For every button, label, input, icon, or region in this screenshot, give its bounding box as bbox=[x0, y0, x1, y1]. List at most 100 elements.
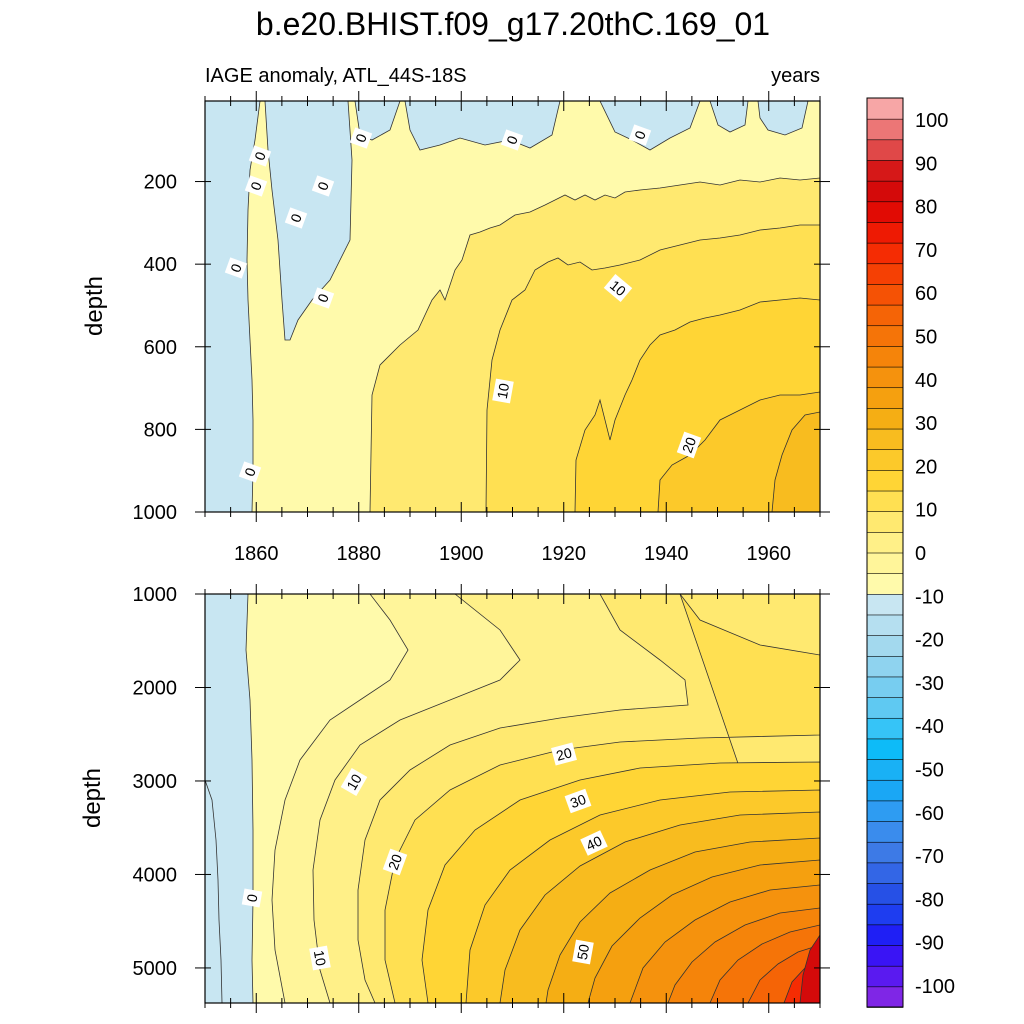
lower-field-neg-left bbox=[205, 594, 254, 1003]
colorbar-swatch bbox=[866, 655, 904, 678]
colorbar-frame bbox=[866, 97, 904, 1008]
colorbar-swatch bbox=[866, 469, 904, 492]
lower-contour-label: 50 bbox=[574, 943, 592, 961]
colorbar-swatch bbox=[866, 97, 904, 120]
lower-panel-plot: 0 10 10 20 20 30 40 50 bbox=[205, 594, 820, 1003]
colorbar-label: 20 bbox=[915, 456, 937, 478]
y-tick-label: 1000 bbox=[133, 584, 178, 606]
colorbar-label: -90 bbox=[915, 933, 944, 955]
colorbar-swatch bbox=[866, 676, 904, 698]
lower-contour-label: 40 bbox=[584, 832, 605, 853]
lower-contour-label: 0 bbox=[243, 893, 260, 904]
colorbar: 1009080706050403020100-10-20-30-40-50-60… bbox=[866, 97, 955, 1008]
y-tick-label: 1000 bbox=[133, 502, 178, 524]
colorbar-label: 30 bbox=[915, 413, 937, 435]
x-tick-label: 1920 bbox=[542, 543, 587, 565]
colorbar-label: 40 bbox=[915, 370, 937, 392]
colorbar-swatch bbox=[866, 490, 904, 512]
colorbar-swatch bbox=[866, 262, 904, 285]
colorbar-swatch bbox=[866, 738, 904, 760]
y-tick-label: 5000 bbox=[133, 958, 178, 980]
colorbar-swatch bbox=[866, 407, 904, 430]
colorbar-swatch bbox=[866, 862, 904, 884]
y-tick-label: 200 bbox=[144, 172, 177, 194]
colorbar-label: -60 bbox=[915, 803, 944, 825]
colorbar-swatch bbox=[866, 634, 904, 657]
colorbar-swatch bbox=[866, 139, 904, 161]
colorbar-swatch bbox=[866, 986, 904, 1008]
x-tick-label: 1900 bbox=[439, 543, 484, 565]
upper-field-neg-6 bbox=[757, 101, 809, 136]
colorbar-swatch bbox=[866, 386, 904, 409]
colorbar-label: -30 bbox=[915, 673, 944, 695]
lower-contour-label: 10 bbox=[343, 771, 365, 793]
upper-field-25-plus bbox=[771, 411, 820, 512]
colorbar-swatch bbox=[866, 200, 904, 223]
colorbar-swatch bbox=[866, 882, 904, 905]
x-tick-label: 1860 bbox=[234, 543, 279, 565]
colorbar-swatch bbox=[866, 366, 904, 389]
colorbar-swatch bbox=[866, 696, 904, 719]
colorbar-label: -100 bbox=[915, 976, 955, 998]
upper-y-axis-label: depth bbox=[81, 276, 108, 336]
colorbar-swatch bbox=[866, 758, 904, 781]
y-tick-label: 3000 bbox=[133, 771, 178, 793]
colorbar-label: 50 bbox=[915, 327, 937, 349]
upper-contour-label: 20 bbox=[679, 435, 699, 455]
colorbar-label: 10 bbox=[915, 500, 937, 522]
colorbar-label: -20 bbox=[915, 630, 944, 652]
upper-field-neg-4 bbox=[599, 101, 701, 151]
x-tick-label: 1880 bbox=[337, 543, 382, 565]
colorbar-label: 90 bbox=[915, 153, 937, 175]
colorbar-swatch bbox=[866, 820, 904, 843]
x-tick-label: 1960 bbox=[747, 543, 792, 565]
y-tick-label: 800 bbox=[144, 419, 177, 441]
colorbar-swatch bbox=[866, 552, 904, 574]
colorbar-label: 60 bbox=[915, 283, 937, 305]
y-tick-label: 2000 bbox=[133, 677, 178, 699]
colorbar-swatch bbox=[866, 180, 904, 203]
colorbar-swatch bbox=[866, 903, 904, 926]
colorbar-swatch bbox=[866, 531, 904, 554]
colorbar-label: -40 bbox=[915, 716, 944, 738]
colorbar-swatch bbox=[866, 283, 904, 306]
colorbar-swatch bbox=[866, 800, 904, 822]
y-tick-label: 4000 bbox=[133, 864, 178, 886]
colorbar-label: 80 bbox=[915, 197, 937, 219]
upper-field-neg-3 bbox=[404, 101, 561, 151]
colorbar-label: 100 bbox=[915, 110, 948, 132]
x-tick-label: 1940 bbox=[644, 543, 689, 565]
colorbar-swatch bbox=[866, 242, 904, 265]
lower-field-neg-inner bbox=[205, 779, 223, 1003]
colorbar-label: 70 bbox=[915, 240, 937, 262]
colorbar-swatch bbox=[866, 593, 904, 616]
chart-subtitle-right: years bbox=[771, 65, 820, 87]
colorbar-label: 0 bbox=[915, 543, 926, 565]
lower-contour-label: 20 bbox=[385, 852, 405, 872]
lower-y-axis-label: depth bbox=[79, 768, 106, 828]
lower-contour-label: 30 bbox=[568, 791, 588, 811]
colorbar-label: -50 bbox=[915, 760, 944, 782]
colorbar-swatch bbox=[866, 118, 904, 141]
upper-contour-label: 10 bbox=[494, 382, 512, 400]
lower-contour-label: 20 bbox=[554, 744, 573, 764]
colorbar-swatch bbox=[866, 924, 904, 946]
colorbar-swatch bbox=[866, 324, 904, 347]
colorbar-swatch bbox=[866, 944, 904, 967]
upper-panel-plot: 0 0 0 0 0 0 0 0 0 0 10 10 20 bbox=[205, 101, 820, 512]
colorbar-swatch bbox=[866, 779, 904, 802]
colorbar-swatch bbox=[866, 717, 904, 740]
chart-title: b.e20.BHIST.f09_g17.20thC.169_01 bbox=[256, 6, 770, 42]
colorbar-swatch bbox=[866, 572, 904, 595]
colorbar-swatch bbox=[866, 345, 904, 368]
upper-axes: 1860 1880 1900 1920 1940 1960 200 400 600 800 1000 bbox=[133, 91, 830, 565]
colorbar-label: -80 bbox=[915, 889, 944, 911]
chart-subtitle-left: IAGE anomaly, ATL_44S-18S bbox=[205, 65, 467, 87]
upper-contour-labels: 0 0 0 0 0 0 0 0 0 0 10 10 20 bbox=[224, 124, 702, 483]
colorbar-swatch bbox=[866, 159, 904, 182]
lower-field-band-80 bbox=[799, 934, 820, 1003]
colorbar-swatch bbox=[866, 614, 904, 636]
colorbar-swatch bbox=[866, 510, 904, 533]
colorbar-swatch bbox=[866, 428, 904, 451]
